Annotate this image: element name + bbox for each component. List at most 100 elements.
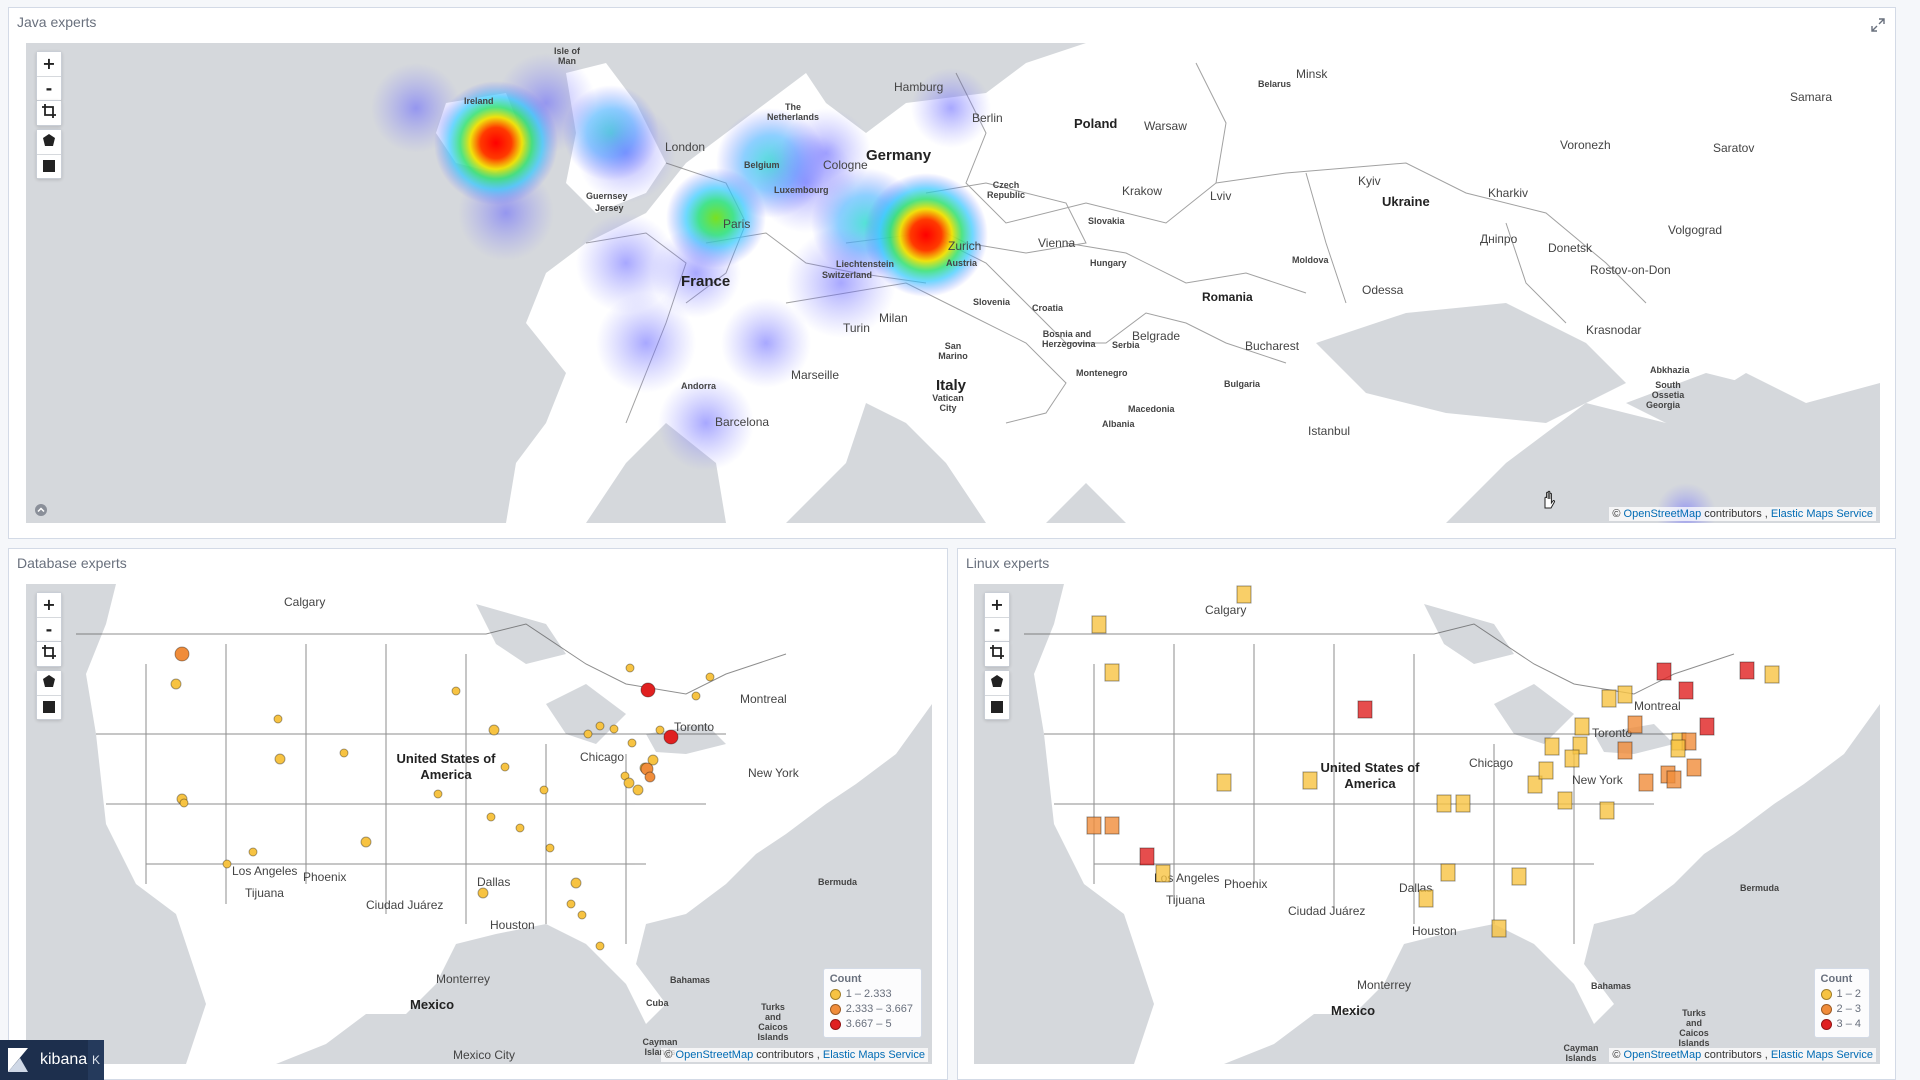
draw-polygon-button[interactable]	[37, 130, 61, 154]
map-grid-cell[interactable]	[1544, 737, 1560, 756]
map-grid-cell[interactable]	[1699, 717, 1715, 736]
map-marker[interactable]	[360, 836, 372, 848]
map-marker[interactable]	[663, 729, 679, 745]
map-marker[interactable]	[500, 762, 510, 772]
map-marker[interactable]	[539, 785, 549, 795]
map-marker[interactable]	[488, 724, 500, 736]
map-grid-cell[interactable]	[1574, 717, 1590, 736]
map-marker[interactable]	[515, 823, 525, 833]
draw-polygon-button[interactable]	[37, 671, 61, 695]
map-grid-cell[interactable]	[1302, 771, 1318, 790]
fit-bounds-button[interactable]	[37, 642, 61, 666]
map-grid-cell[interactable]	[1436, 794, 1452, 813]
map-marker[interactable]	[545, 843, 555, 853]
map-grid-cell[interactable]	[1656, 662, 1672, 681]
grid-map-usa[interactable]: United States of America Calgary Montrea…	[974, 584, 1880, 1064]
map-marker[interactable]	[170, 678, 182, 690]
map-grid-cell[interactable]	[1236, 585, 1252, 604]
map-grid-cell[interactable]	[1091, 615, 1107, 634]
map-grid-cell[interactable]	[1139, 847, 1155, 866]
map-marker[interactable]	[566, 899, 576, 909]
map-grid-cell[interactable]	[1511, 867, 1527, 886]
map-grid-cell[interactable]	[1599, 801, 1615, 820]
heatmap-europe[interactable]: Germany France Poland Ukraine Romania It…	[26, 43, 1880, 523]
zoom-in-button[interactable]: +	[37, 593, 61, 617]
map-marker[interactable]	[179, 798, 189, 808]
map-grid-cell[interactable]	[1601, 689, 1617, 708]
map-marker[interactable]	[655, 725, 665, 735]
map-marker[interactable]	[339, 748, 349, 758]
elastic-maps-service-link[interactable]: Elastic Maps Service	[1770, 1049, 1873, 1061]
map-marker[interactable]	[627, 738, 637, 748]
map-grid-cell[interactable]	[1617, 741, 1633, 760]
draw-polygon-button[interactable]	[985, 671, 1009, 695]
zoom-in-button[interactable]: +	[985, 593, 1009, 617]
map-grid-cell[interactable]	[1678, 681, 1694, 700]
map-grid-cell[interactable]	[1455, 794, 1471, 813]
map-marker[interactable]	[222, 859, 232, 869]
map-marker[interactable]	[248, 847, 258, 857]
map-marker[interactable]	[623, 777, 635, 789]
bubble-map-usa[interactable]: United States of America Calgary Montrea…	[26, 584, 932, 1064]
draw-rectangle-button[interactable]	[37, 154, 61, 178]
map-grid-cell[interactable]	[1638, 773, 1654, 792]
map-grid-cell[interactable]	[1538, 761, 1554, 780]
fit-bounds-button[interactable]	[985, 642, 1009, 666]
map-marker[interactable]	[705, 672, 715, 682]
zoom-out-button[interactable]: -	[37, 617, 61, 641]
map-marker[interactable]	[433, 789, 443, 799]
map-grid-cell[interactable]	[1104, 816, 1120, 835]
map-grid-cell[interactable]	[1617, 685, 1633, 704]
draw-rectangle-button[interactable]	[37, 695, 61, 719]
legend-toggle-icon[interactable]	[34, 503, 48, 517]
map-grid-cell[interactable]	[1155, 864, 1171, 883]
openstreetmap-link[interactable]: OpenStreetMap	[1623, 1049, 1702, 1061]
map-marker[interactable]	[640, 682, 656, 698]
map-marker[interactable]	[486, 812, 496, 822]
openstreetmap-link[interactable]: OpenStreetMap	[1623, 508, 1702, 520]
map-grid-cell[interactable]	[1216, 773, 1232, 792]
kibana-home-link[interactable]: kibana K	[0, 1040, 104, 1080]
map-grid-cell[interactable]	[1572, 736, 1588, 755]
map-grid-cell[interactable]	[1086, 816, 1102, 835]
map-marker[interactable]	[477, 887, 489, 899]
draw-rectangle-button[interactable]	[985, 695, 1009, 719]
map-grid-cell[interactable]	[1491, 919, 1507, 938]
elastic-maps-service-link[interactable]: Elastic Maps Service	[1770, 508, 1873, 520]
map-grid-cell[interactable]	[1527, 775, 1543, 794]
zoom-out-button[interactable]: -	[985, 617, 1009, 641]
map-grid-cell[interactable]	[1666, 770, 1682, 789]
map-marker[interactable]	[595, 941, 605, 951]
map-marker[interactable]	[595, 721, 605, 731]
map-marker[interactable]	[577, 910, 587, 920]
map-grid-cell[interactable]	[1104, 663, 1120, 682]
fit-bounds-button[interactable]	[37, 101, 61, 125]
collapse-sidebar-button[interactable]: K	[88, 1040, 104, 1080]
map-grid-cell[interactable]	[1670, 739, 1686, 758]
map-marker[interactable]	[274, 753, 286, 765]
map-marker[interactable]	[451, 686, 461, 696]
zoom-in-button[interactable]: +	[37, 52, 61, 76]
map-grid-cell[interactable]	[1627, 715, 1643, 734]
map-grid-cell[interactable]	[1357, 700, 1373, 719]
map-grid-cell[interactable]	[1557, 791, 1573, 810]
map-grid-cell[interactable]	[1686, 758, 1702, 777]
map-marker[interactable]	[174, 646, 190, 662]
map-marker[interactable]	[644, 771, 656, 783]
map-marker[interactable]	[570, 877, 582, 889]
map-marker[interactable]	[609, 724, 619, 734]
openstreetmap-link[interactable]: OpenStreetMap	[675, 1049, 754, 1061]
map-grid-cell[interactable]	[1764, 665, 1780, 684]
map-grid-cell[interactable]	[1440, 863, 1456, 882]
map-grid-cell[interactable]	[1418, 889, 1434, 908]
map-marker[interactable]	[647, 754, 659, 766]
map-marker[interactable]	[691, 691, 701, 701]
expand-icon[interactable]	[1871, 18, 1885, 32]
map-marker[interactable]	[632, 784, 644, 796]
map-marker[interactable]	[273, 714, 283, 724]
map-grid-cell[interactable]	[1739, 661, 1755, 680]
elastic-maps-service-link[interactable]: Elastic Maps Service	[822, 1049, 925, 1061]
map-marker[interactable]	[583, 729, 593, 739]
map-grid-cell[interactable]	[1564, 749, 1580, 768]
zoom-out-button[interactable]: -	[37, 76, 61, 100]
